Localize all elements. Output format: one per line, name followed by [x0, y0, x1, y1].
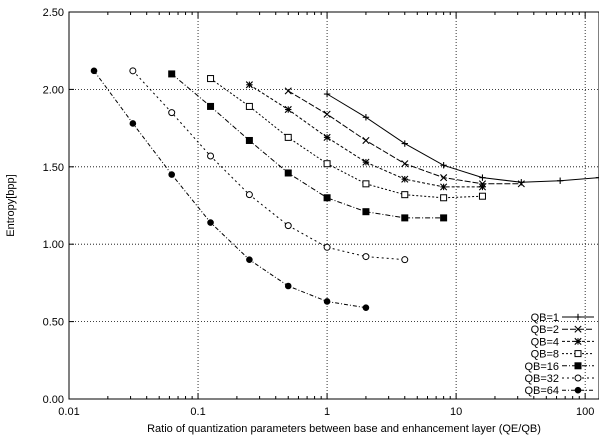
data-point	[323, 133, 331, 141]
data-point	[323, 90, 331, 98]
x-axis-label: Ratio of quantization parameters between…	[147, 423, 541, 435]
data-point	[323, 194, 331, 202]
legend-label: QB=1	[531, 312, 559, 324]
grid-lines	[69, 12, 599, 399]
data-point	[284, 222, 292, 230]
legend-marker	[574, 350, 582, 358]
legend-label: QB=64	[524, 385, 559, 397]
data-point	[362, 253, 370, 261]
data-point	[479, 174, 486, 181]
data-point	[284, 87, 292, 95]
legend-label: QB=8	[531, 349, 559, 361]
data-point	[362, 304, 370, 311]
y-axis-label: Entropy[bpp]	[5, 174, 17, 236]
data-point	[245, 81, 253, 89]
data-point	[284, 133, 292, 141]
data-point	[440, 194, 448, 202]
series-line	[326, 93, 599, 183]
axis-ticks: 0.00 0.50 1.00 1.50 2.00 2.50 0.01 0.1 1 10 100	[43, 7, 595, 418]
data-point	[362, 114, 370, 121]
data-point	[362, 180, 370, 188]
series-line	[287, 90, 522, 185]
data-point	[556, 177, 564, 184]
data-point	[207, 102, 215, 110]
x-tick-label: 100	[576, 406, 594, 418]
y-tick-label: 1.50	[43, 162, 64, 174]
data-point	[284, 169, 292, 177]
y-tick-label: 2.00	[43, 84, 64, 96]
legend-marker	[574, 374, 582, 382]
data-point	[440, 162, 447, 169]
legend-marker	[574, 325, 582, 333]
series-line	[210, 78, 483, 199]
data-point	[245, 136, 253, 144]
legend-label: QB=4	[531, 336, 559, 348]
data-point	[362, 158, 370, 166]
data-point	[401, 214, 409, 222]
x-tick-label: 1	[324, 406, 330, 418]
series-line	[171, 73, 444, 219]
y-tick-label: 0.00	[43, 394, 64, 406]
y-tick-label: 2.50	[43, 7, 64, 19]
data-point	[323, 160, 331, 168]
data-point	[478, 192, 486, 200]
legend-marker	[574, 362, 582, 370]
data-point	[245, 102, 253, 110]
data-point	[440, 174, 448, 182]
data-point	[401, 140, 408, 147]
legend-label: QB=32	[524, 373, 559, 385]
series-line	[249, 84, 483, 188]
series-line	[93, 70, 366, 309]
x-tick-label: 0.1	[190, 406, 205, 418]
data-point	[246, 256, 253, 263]
legend-marker	[574, 337, 582, 345]
legend-marker	[574, 386, 582, 394]
x-tick-label: 0.01	[58, 406, 79, 418]
legend-marker	[574, 313, 582, 321]
data-point	[168, 171, 176, 178]
data-point	[207, 152, 215, 160]
series-line	[132, 70, 405, 261]
legend-label: QB=2	[531, 324, 559, 336]
data-point	[401, 191, 409, 199]
data-point	[284, 105, 292, 114]
data-point	[129, 67, 137, 75]
data-point	[207, 219, 214, 226]
legend-label: QB=16	[524, 361, 559, 373]
y-tick-label: 1.00	[43, 239, 64, 251]
data-point	[245, 191, 253, 199]
plot-frame	[68, 11, 599, 400]
data-point	[323, 110, 331, 118]
series-layer	[90, 67, 599, 311]
data-point	[440, 214, 448, 222]
data-point	[284, 282, 292, 290]
data-point	[362, 136, 370, 145]
data-point	[401, 175, 409, 183]
data-point	[129, 120, 137, 127]
data-point	[401, 160, 409, 168]
data-point	[168, 109, 176, 117]
data-point	[168, 70, 176, 78]
data-point	[401, 256, 409, 264]
data-point	[440, 183, 448, 191]
data-point	[323, 298, 331, 305]
x-tick-label: 10	[450, 406, 462, 418]
y-tick-label: 0.50	[43, 317, 64, 329]
data-point	[362, 208, 370, 216]
data-point	[517, 180, 525, 188]
data-point	[207, 75, 215, 83]
data-point	[90, 67, 98, 75]
data-point	[478, 183, 487, 191]
data-point	[595, 174, 599, 181]
data-point	[323, 243, 331, 251]
